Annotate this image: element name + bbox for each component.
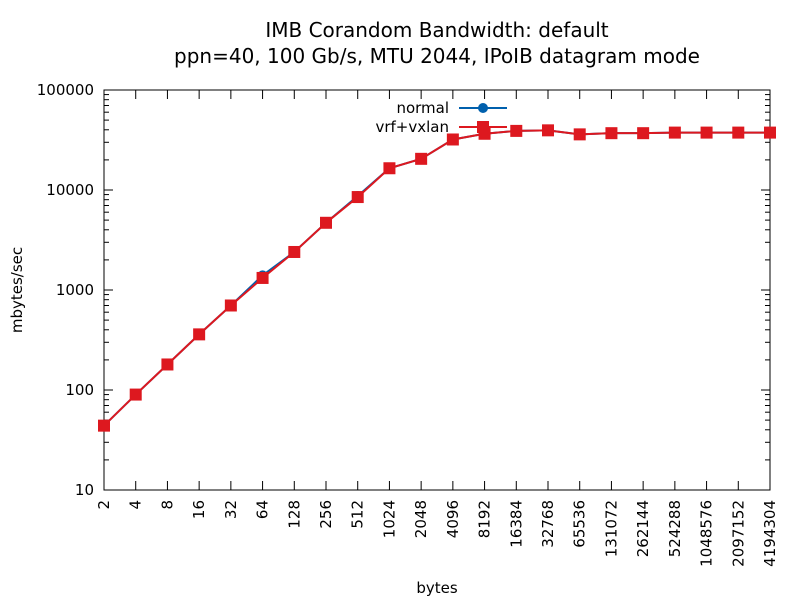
data-point bbox=[224, 299, 237, 312]
x-tick-label: 131072 bbox=[602, 500, 620, 557]
data-point bbox=[573, 128, 586, 141]
data-point bbox=[510, 124, 523, 137]
x-tick-label: 32 bbox=[222, 500, 240, 519]
x-tick-label: 2048 bbox=[412, 500, 430, 538]
x-tick-label: 128 bbox=[285, 500, 303, 529]
x-tick-label: 2 bbox=[95, 500, 113, 510]
data-point bbox=[383, 162, 396, 175]
series-line bbox=[103, 129, 770, 427]
series-vrf-vxlan bbox=[98, 124, 776, 432]
y-tick-label: 1000 bbox=[56, 281, 94, 299]
y-tick-label: 100 bbox=[65, 381, 94, 399]
y-tick-label: 100000 bbox=[37, 81, 94, 99]
data-point bbox=[668, 126, 681, 139]
x-tick-label: 16 bbox=[190, 500, 208, 519]
x-tick-label: 256 bbox=[317, 500, 335, 529]
x-tick-label: 65536 bbox=[571, 500, 589, 548]
data-point bbox=[320, 216, 332, 229]
x-tick-label: 4096 bbox=[444, 500, 462, 538]
x-axis: 2 4 8 16 32 64 128 256 512 1024 2048 4096 8192 16384 3… bbox=[95, 90, 779, 567]
y-tick-label: 10 bbox=[75, 481, 94, 499]
legend-marker bbox=[477, 121, 489, 133]
x-tick-label: 32768 bbox=[539, 500, 557, 548]
x-tick-label: 262144 bbox=[634, 500, 652, 557]
x-tick-label: 512 bbox=[349, 500, 367, 529]
chart-title: IMB Corandom Bandwidth: default bbox=[265, 18, 608, 42]
legend-label: normal bbox=[396, 99, 449, 117]
x-tick-label: 2097152 bbox=[729, 500, 747, 567]
data-point bbox=[700, 126, 713, 139]
y-tick-label: 10000 bbox=[46, 181, 94, 199]
x-tick-label: 524288 bbox=[666, 500, 684, 557]
x-tick-label: 16384 bbox=[507, 500, 525, 548]
series-line bbox=[103, 129, 770, 427]
x-tick-label: 4194304 bbox=[761, 500, 779, 567]
data-point bbox=[98, 419, 110, 432]
data-point bbox=[605, 127, 618, 140]
data-point bbox=[161, 358, 174, 371]
x-tick-label: 64 bbox=[254, 500, 272, 519]
x-tick-label: 1048576 bbox=[698, 500, 716, 567]
data-point bbox=[764, 126, 776, 139]
chart-subtitle: ppn=40, 100 Gb/s, MTU 2044, IPoIB datagr… bbox=[174, 44, 700, 68]
data-point bbox=[193, 328, 206, 341]
series-normal bbox=[99, 125, 775, 431]
y-axis-label: mbytes/sec bbox=[8, 247, 26, 333]
x-axis-label: bytes bbox=[416, 579, 458, 597]
x-tick-label: 8 bbox=[158, 500, 176, 510]
data-point bbox=[256, 271, 269, 284]
x-tick-label: 1024 bbox=[380, 500, 398, 538]
x-tick-label: 8192 bbox=[476, 500, 494, 538]
data-point bbox=[415, 152, 428, 165]
data-point bbox=[288, 245, 301, 258]
data-point bbox=[129, 388, 142, 401]
data-point bbox=[542, 124, 554, 137]
series-layer bbox=[98, 124, 776, 432]
y-axis: 10 100 1000 10000 100000 bbox=[37, 81, 770, 499]
data-point bbox=[732, 126, 745, 139]
data-point bbox=[446, 133, 459, 146]
data-point bbox=[637, 127, 650, 140]
legend-marker bbox=[478, 103, 488, 113]
legend-label: vrf+vxlan bbox=[375, 118, 449, 136]
x-tick-label: 4 bbox=[127, 500, 145, 510]
data-point bbox=[351, 191, 364, 204]
